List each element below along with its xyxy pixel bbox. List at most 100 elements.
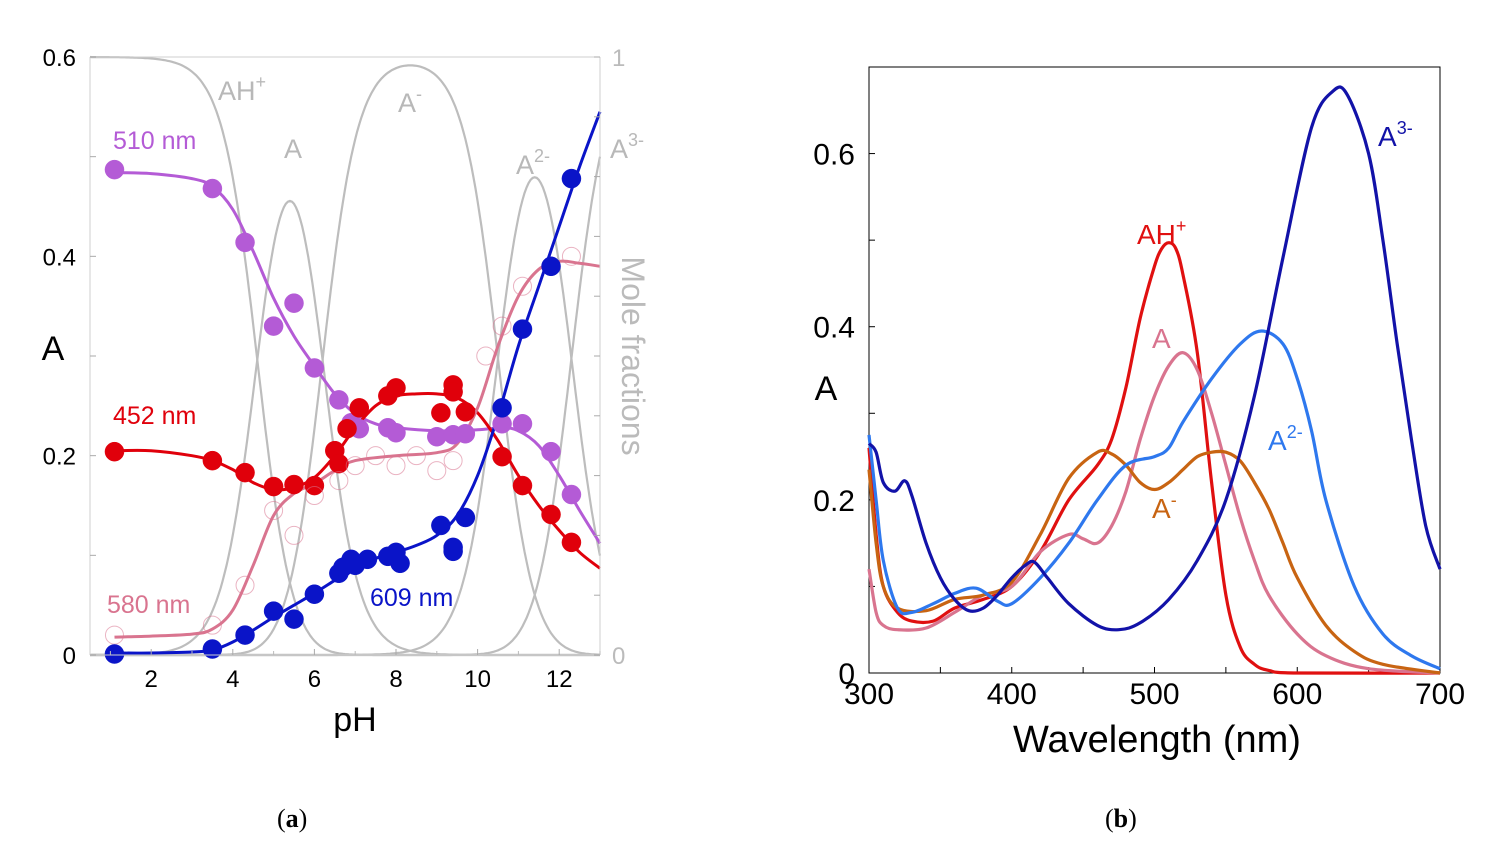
data-point-609-nm xyxy=(263,601,284,621)
caption-b: (b) xyxy=(1105,804,1137,833)
data-point-452-nm xyxy=(561,532,582,553)
data-point-580-nm xyxy=(561,246,581,266)
data-point-580-nm xyxy=(443,451,463,471)
data-point-580-nm xyxy=(512,276,532,296)
y-tick-label: 0.4 xyxy=(813,312,855,345)
data-point-452-nm xyxy=(337,419,357,439)
data-point-510-nm xyxy=(541,441,561,462)
y-tick-label: 0 xyxy=(838,658,855,691)
species-label: A xyxy=(284,134,302,164)
data-point-609-nm xyxy=(284,609,304,629)
x-axis-title: pH xyxy=(333,701,376,739)
data-point-510-nm xyxy=(561,484,582,505)
data-point-510-nm xyxy=(455,423,476,444)
x-tick-label: 500 xyxy=(1129,678,1179,711)
data-point-510-nm xyxy=(284,293,304,313)
x-tick-label: 700 xyxy=(1415,678,1465,711)
data-point-609-nm xyxy=(443,537,463,558)
caption-a-letter: a xyxy=(285,804,299,833)
data-point-510-nm xyxy=(512,414,533,434)
y-tick-label: 0.6 xyxy=(813,139,855,172)
y2-tick-label: 1 xyxy=(612,45,625,72)
data-point-452-nm xyxy=(235,462,255,483)
data-point-452-nm xyxy=(541,504,561,525)
x-tick-label: 12 xyxy=(546,666,573,693)
y2-tick-label: 0 xyxy=(612,643,625,670)
data-point-580-nm xyxy=(264,500,284,520)
data-point-609-nm xyxy=(304,584,325,604)
data-point-510-nm xyxy=(202,178,223,199)
data-point-580-nm xyxy=(345,456,365,476)
series-label-452-nm: 452 nm xyxy=(113,402,196,430)
data-point-452-nm xyxy=(386,378,406,398)
data-point-580-nm xyxy=(104,625,124,645)
data-point-609-nm xyxy=(390,553,410,574)
data-point-452-nm xyxy=(263,476,284,497)
data-point-452-nm xyxy=(431,403,451,423)
data-point-452-nm xyxy=(492,446,512,467)
data-point-609-nm xyxy=(492,398,512,418)
data-point-580-nm xyxy=(386,456,406,476)
species-label: A2- xyxy=(516,146,550,180)
spectrum-line-A3- xyxy=(867,85,1442,632)
data-point-510-nm xyxy=(386,422,406,443)
data-point-452-nm xyxy=(443,382,463,402)
data-point-452-nm xyxy=(304,475,325,496)
data-point-580-nm xyxy=(202,615,222,635)
data-point-609-nm xyxy=(455,507,476,528)
spectrum-label-A-: A- xyxy=(1152,490,1177,524)
data-point-580-nm xyxy=(406,446,426,466)
species-label: AH+ xyxy=(218,72,266,106)
spectrum-line-AH+ xyxy=(867,241,1441,675)
y-axis-title: A xyxy=(815,370,838,408)
data-point-510-nm xyxy=(329,390,349,410)
panel-b-chart: 0 0.2 0.4 0.6 300 400 500 600 700 Wavelength (nm)… xyxy=(813,66,1465,761)
series-label-580-nm: 580 nm xyxy=(107,591,190,619)
y-axis-title: A xyxy=(42,330,65,368)
data-point-580-nm xyxy=(235,575,255,595)
spectrum-label-AH+: AH+ xyxy=(1137,216,1186,250)
spectrum-line-A2- xyxy=(867,329,1441,671)
data-point-580-nm xyxy=(492,316,512,336)
data-point-580-nm xyxy=(476,346,496,366)
data-point-580-nm xyxy=(329,471,349,491)
plot-frame xyxy=(868,66,1441,674)
species-label: A- xyxy=(398,84,422,118)
x-tick-label: 8 xyxy=(389,666,402,693)
y-tick-label: 0.6 xyxy=(43,45,76,72)
spectrum-label-A: A xyxy=(1152,323,1171,354)
data-point-452-nm xyxy=(104,441,125,462)
data-point-580-nm xyxy=(366,446,386,466)
data-point-510-nm xyxy=(427,426,447,447)
x-axis-title: Wavelength (nm) xyxy=(1013,719,1301,761)
x-tick-label: 2 xyxy=(145,666,158,693)
x-tick-label: 600 xyxy=(1272,678,1322,711)
y-tick-label: 0.4 xyxy=(43,244,76,271)
data-point-609-nm xyxy=(202,639,223,659)
data-point-580-nm xyxy=(284,525,304,545)
data-point-452-nm xyxy=(202,450,223,471)
series-label-609-nm: 609 nm xyxy=(370,584,453,612)
data-point-609-nm xyxy=(561,168,582,189)
data-point-452-nm xyxy=(512,475,533,496)
data-point-609-nm xyxy=(235,625,255,645)
x-tick-label: 300 xyxy=(844,678,894,711)
data-point-452-nm xyxy=(349,398,370,418)
data-point-580-nm xyxy=(304,486,324,506)
caption-b-letter: b xyxy=(1113,804,1129,833)
y2-axis-title: Mole fractions xyxy=(615,256,651,455)
species-label: A3- xyxy=(610,130,644,164)
data-point-609-nm xyxy=(512,319,533,339)
data-point-609-nm xyxy=(104,644,125,664)
x-tick-label: 6 xyxy=(308,666,321,693)
spectrum-line-A- xyxy=(867,448,1441,675)
data-point-609-nm xyxy=(357,549,378,570)
x-tick-label: 4 xyxy=(226,666,239,693)
caption-a: (a) xyxy=(277,804,308,833)
y-tick-label: 0.2 xyxy=(813,485,855,518)
data-point-609-nm xyxy=(431,515,451,536)
data-point-452-nm xyxy=(455,402,476,422)
fit-curve-580-nm xyxy=(114,259,601,639)
